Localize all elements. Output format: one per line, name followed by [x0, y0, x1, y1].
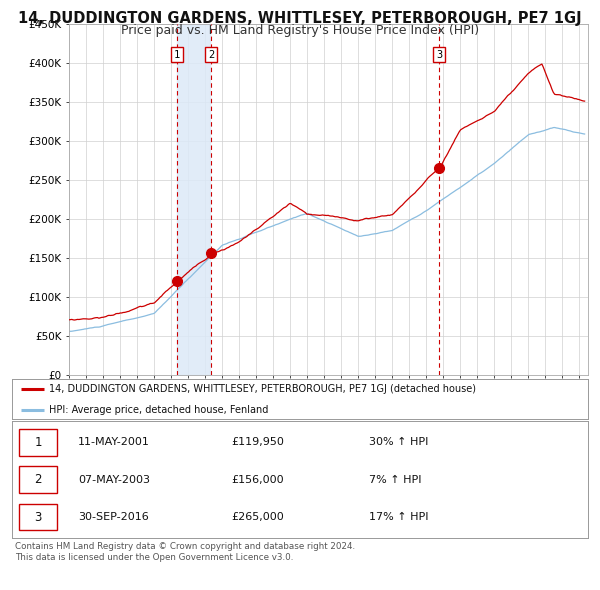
Text: 14, DUDDINGTON GARDENS, WHITTLESEY, PETERBOROUGH, PE7 1GJ: 14, DUDDINGTON GARDENS, WHITTLESEY, PETE…: [18, 11, 582, 25]
Text: 2: 2: [34, 473, 42, 486]
Text: 2: 2: [208, 50, 214, 60]
Text: 30% ↑ HPI: 30% ↑ HPI: [369, 437, 428, 447]
Text: 3: 3: [436, 50, 442, 60]
Text: 17% ↑ HPI: 17% ↑ HPI: [369, 512, 428, 522]
Text: £119,950: £119,950: [231, 437, 284, 447]
Text: 3: 3: [35, 510, 42, 523]
Text: 14, DUDDINGTON GARDENS, WHITTLESEY, PETERBOROUGH, PE7 1GJ (detached house): 14, DUDDINGTON GARDENS, WHITTLESEY, PETE…: [49, 384, 476, 394]
Text: 1: 1: [174, 50, 181, 60]
Text: 11-MAY-2001: 11-MAY-2001: [78, 437, 150, 447]
Text: 7% ↑ HPI: 7% ↑ HPI: [369, 475, 422, 484]
Text: Contains HM Land Registry data © Crown copyright and database right 2024.
This d: Contains HM Land Registry data © Crown c…: [15, 542, 355, 562]
FancyBboxPatch shape: [19, 429, 57, 455]
Text: 07-MAY-2003: 07-MAY-2003: [78, 475, 150, 484]
Text: 1: 1: [34, 436, 42, 449]
Text: £156,000: £156,000: [231, 475, 284, 484]
FancyBboxPatch shape: [19, 466, 57, 493]
Text: 30-SEP-2016: 30-SEP-2016: [78, 512, 149, 522]
Text: Price paid vs. HM Land Registry's House Price Index (HPI): Price paid vs. HM Land Registry's House …: [121, 24, 479, 37]
FancyBboxPatch shape: [19, 504, 57, 530]
Text: HPI: Average price, detached house, Fenland: HPI: Average price, detached house, Fenl…: [49, 405, 269, 415]
Text: £265,000: £265,000: [231, 512, 284, 522]
